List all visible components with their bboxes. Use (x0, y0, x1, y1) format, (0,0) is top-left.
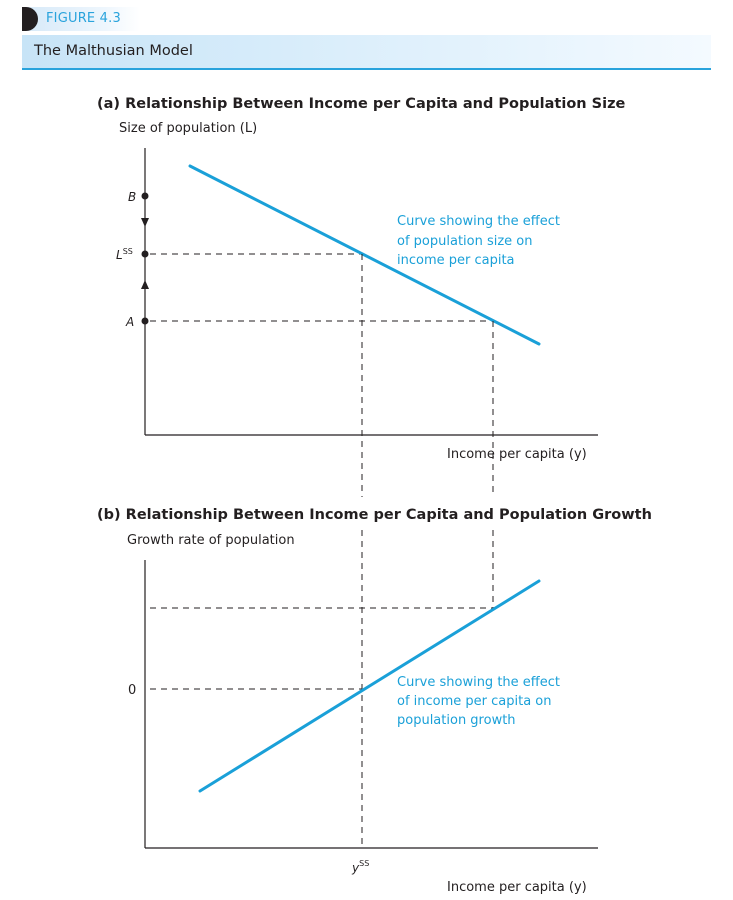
panel-a-up-arrow (141, 280, 149, 289)
panel-b-zero-label: 0 (128, 683, 136, 698)
point-a-label: A (125, 315, 134, 329)
panel-a-y-axis-title: Size of population (L) (119, 121, 257, 136)
figure-label: FIGURE 4.3 (46, 11, 121, 26)
panel-b-curve (198, 579, 541, 793)
point-b-marker (141, 192, 149, 200)
yss-label: ySS (351, 859, 369, 875)
panel-b-curve-note: Curve showing the effect of income per c… (397, 675, 564, 728)
figure-header: The Malthusian Model (22, 35, 711, 70)
figure-tab-cap (22, 7, 38, 31)
panel-a-curve-note: Curve showing the effect of population s… (397, 214, 564, 268)
panel-b-title: (b) Relationship Between Income per Capi… (97, 507, 652, 523)
figure-tab: FIGURE 4.3 (22, 7, 140, 31)
figure-title: The Malthusian Model (34, 43, 193, 59)
panel-a-down-arrow (141, 218, 149, 227)
panel-a-title: (a) Relationship Between Income per Capi… (97, 96, 626, 112)
point-lss-marker (141, 250, 149, 258)
panel-a-curve (188, 164, 541, 346)
panel-b-x-axis-title: Income per capita (y) (447, 880, 587, 895)
point-lss-label: LSS (116, 247, 133, 262)
panel-a-x-axis-title: Income per capita (y) (447, 447, 587, 462)
point-a-marker (141, 317, 149, 325)
panel-b-y-axis-title: Growth rate of population (127, 533, 295, 548)
point-b-label: B (128, 190, 136, 204)
